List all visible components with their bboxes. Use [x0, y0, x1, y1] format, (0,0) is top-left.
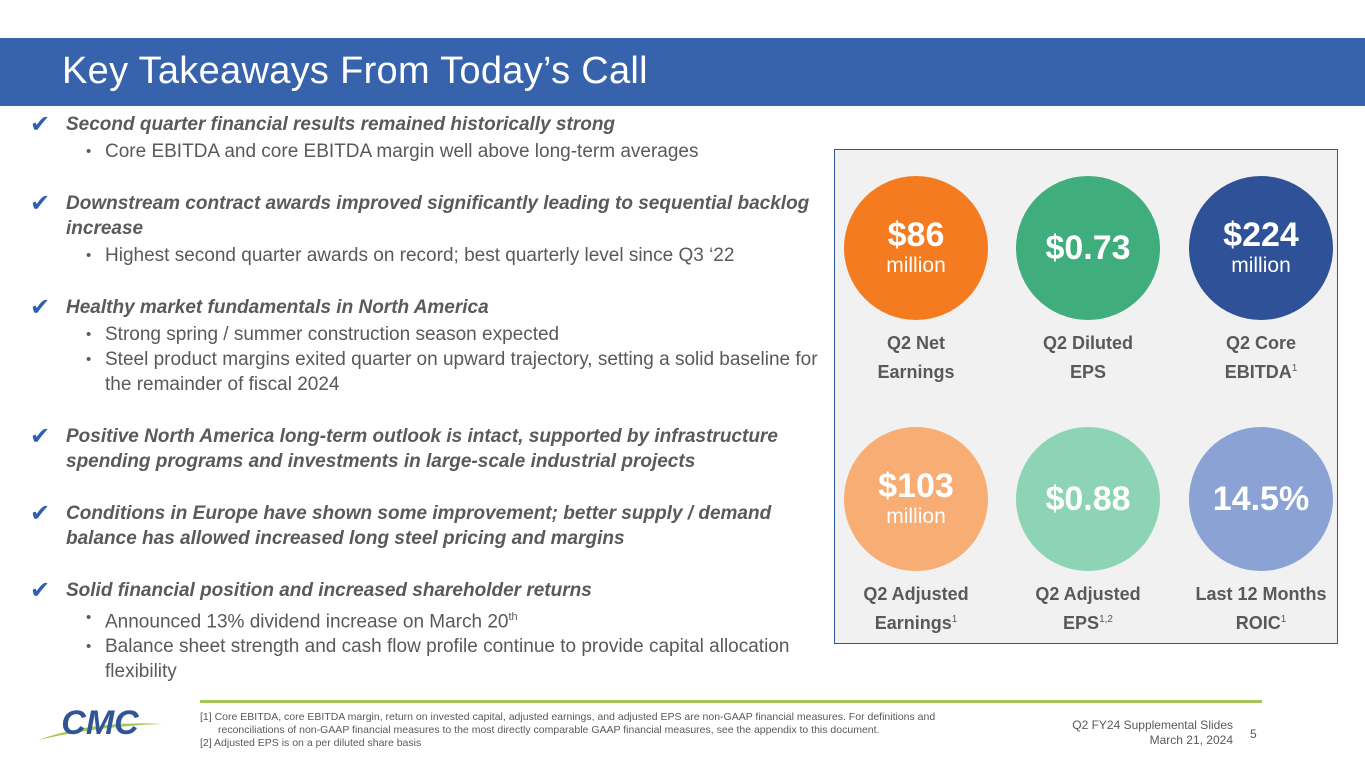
metric-unit: million — [1231, 254, 1291, 277]
bullet-icon: • — [86, 638, 92, 656]
metric-value: $86 — [887, 216, 945, 254]
deck-date: March 21, 2024 — [1149, 733, 1233, 747]
metric-unit: million — [886, 254, 946, 277]
metric-circle: $0.88 — [1016, 427, 1160, 571]
sub-list: • Highest second quarter awards on record… — [66, 243, 820, 268]
title-bar: Key Takeaways From Today’s Call — [0, 38, 1365, 106]
takeaway-heading: Conditions in Europe have shown some imp… — [66, 503, 772, 549]
page-number: 5 — [1250, 727, 1257, 741]
metric-circle: 14.5% — [1189, 427, 1333, 571]
footnotes: [1] Core EBITDA, core EBITDA margin, ret… — [200, 711, 1020, 750]
takeaway-1: ✔ Second quarter financial results remai… — [30, 112, 820, 164]
metric-label: Last 12 Months ROIC1 — [1195, 584, 1327, 633]
bullet-icon: • — [86, 143, 92, 160]
metric-value: $224 — [1223, 216, 1299, 254]
check-icon: ✔ — [30, 190, 51, 217]
takeaway-6: ✔ Solid financial position and increased… — [30, 578, 820, 684]
metric-roic: 14.5% Last 12 Months ROIC1 — [1181, 427, 1341, 636]
takeaway-4: ✔ Positive North America long-term outlo… — [30, 424, 820, 474]
metric-diluted-eps: $0.73 Q2 Diluted EPS — [1008, 176, 1168, 385]
metric-value: $103 — [878, 467, 954, 505]
check-icon: ✔ — [30, 294, 51, 321]
metric-value: 14.5% — [1212, 480, 1310, 518]
metric-label: Q2 Net Earnings — [877, 333, 955, 382]
bullet-icon: • — [86, 326, 92, 343]
metric-circle: $224 million — [1189, 176, 1333, 320]
footnote-1-cont: reconciliations of non-GAAP financial me… — [218, 724, 880, 736]
logo-text: CMC — [61, 704, 139, 742]
bullet-icon: • — [86, 609, 92, 626]
list-item: • Balance sheet strength and cash flow pr… — [86, 636, 790, 683]
takeaway-heading: Second quarter financial results remaine… — [66, 114, 616, 135]
metrics-panel: $86 million Q2 Net Earnings $0.73 Q2 Dilu… — [834, 149, 1338, 644]
takeaways-list: ✔ Second quarter financial results remai… — [30, 112, 820, 684]
deck-title: Q2 FY24 Supplemental Slides — [1072, 718, 1233, 732]
footer-divider — [200, 700, 1262, 703]
metric-circle: $0.73 — [1016, 176, 1160, 320]
takeaway-heading: Positive North America long-term outlook… — [66, 426, 778, 472]
deck-info: Q2 FY24 Supplemental Slides March 21, 20… — [1020, 718, 1233, 748]
metric-adjusted-eps: $0.88 Q2 Adjusted EPS1,2 — [1008, 427, 1168, 636]
slide-title: Key Takeaways From Today’s Call — [62, 50, 648, 92]
metric-label: Q2 Adjusted EPS1,2 — [1035, 584, 1141, 633]
metric-adjusted-earnings: $103 million Q2 Adjusted Earnings1 — [836, 427, 996, 636]
takeaway-2: ✔ Downstream contract awards improved si… — [30, 191, 820, 268]
metric-label: Q2 Core EBITDA1 — [1224, 333, 1298, 382]
check-icon: ✔ — [30, 500, 51, 527]
logo-swoosh — [38, 723, 162, 740]
bullet-icon: • — [86, 351, 92, 368]
metric-value: $0.88 — [1045, 480, 1131, 518]
metric-label: Q2 Diluted EPS — [1042, 333, 1133, 382]
metric-circle: $86 million — [844, 176, 988, 320]
takeaway-heading: Downstream contract awards improved sign… — [66, 193, 810, 239]
metric-label: Q2 Adjusted Earnings1 — [863, 584, 969, 633]
cmc-logo: CMC — [38, 704, 162, 742]
metric-value: $0.73 — [1045, 229, 1131, 267]
sub-list: • Core EBITDA and core EBITDA margin well… — [66, 139, 820, 164]
metric-unit: million — [886, 505, 946, 528]
check-icon: ✔ — [30, 423, 51, 450]
sub-list: • Strong spring / summer construction sea… — [66, 322, 820, 397]
list-item: • Strong spring / summer construction sea… — [86, 324, 560, 345]
metric-circle: $103 million — [844, 427, 988, 571]
check-icon: ✔ — [30, 577, 51, 604]
footnote-1: [1] Core EBITDA, core EBITDA margin, ret… — [200, 711, 936, 723]
metric-net-earnings: $86 million Q2 Net Earnings — [836, 176, 996, 385]
takeaway-3: ✔ Healthy market fundamentals in North A… — [30, 295, 820, 397]
list-item: • Highest second quarter awards on record… — [86, 245, 735, 266]
bullet-icon: • — [86, 247, 92, 264]
footnote-2: [2] Adjusted EPS is on a per diluted sha… — [200, 737, 422, 749]
list-item: • Announced 13% dividend increase on Marc… — [86, 605, 820, 634]
takeaway-5: ✔ Conditions in Europe have shown some i… — [30, 501, 820, 551]
list-item: • Core EBITDA and core EBITDA margin well… — [86, 141, 699, 162]
check-icon: ✔ — [30, 111, 51, 138]
metric-core-ebitda: $224 million Q2 Core EBITDA1 — [1181, 176, 1341, 385]
list-item: • Steel product margins exited quarter on… — [86, 349, 818, 395]
sub-list: • Announced 13% dividend increase on Marc… — [66, 605, 820, 684]
takeaway-heading: Solid financial position and increased s… — [66, 580, 592, 601]
takeaway-heading: Healthy market fundamentals in North Ame… — [66, 297, 489, 318]
